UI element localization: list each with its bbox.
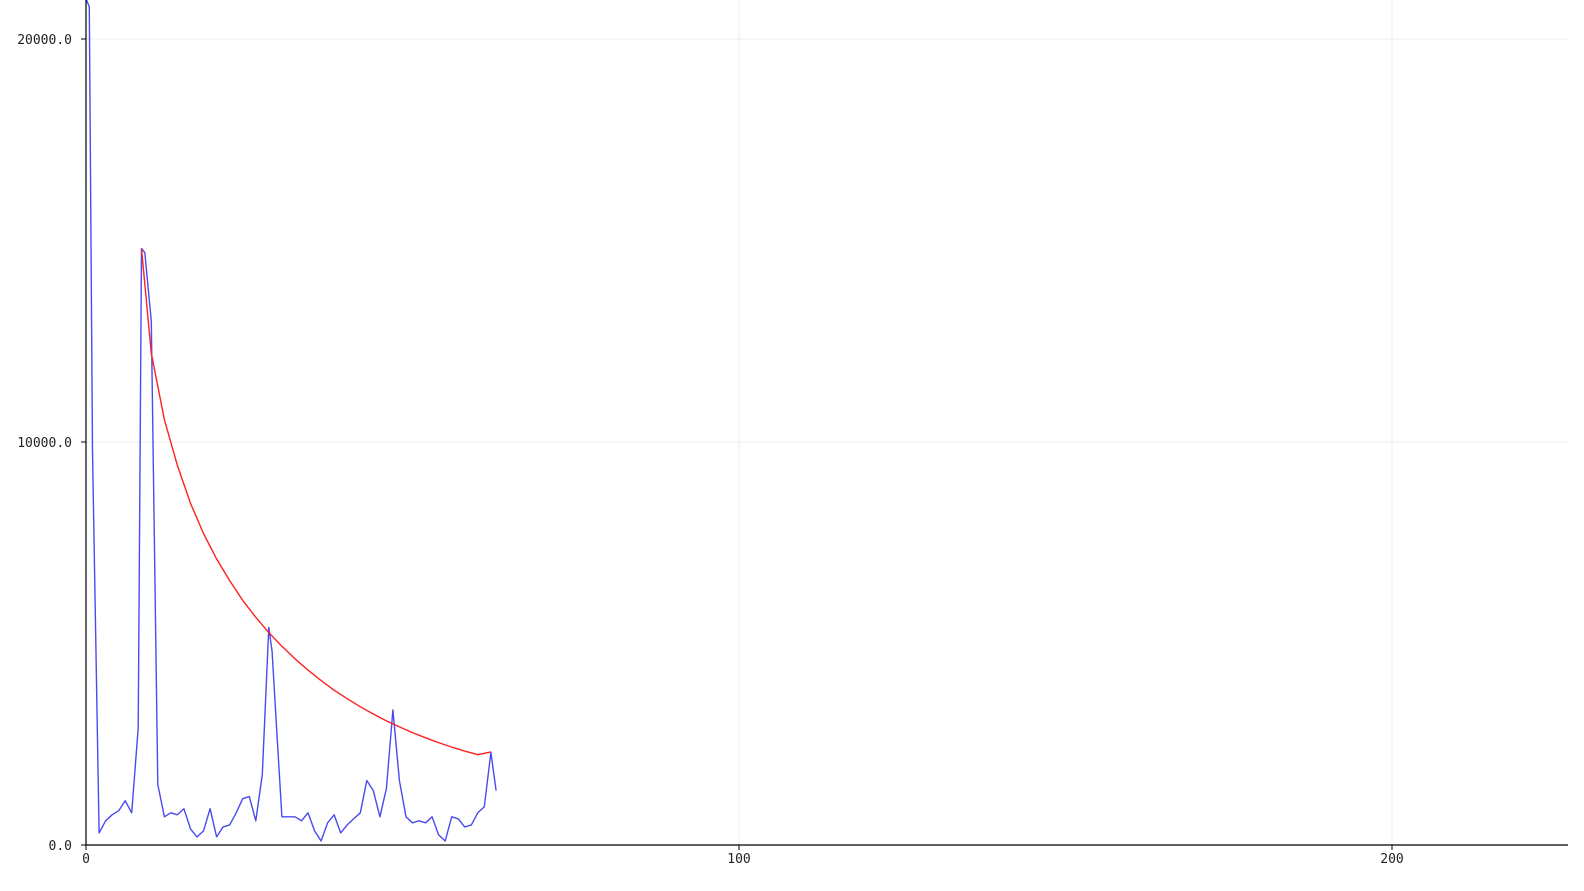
x-tick-label-2: 200 [1380, 852, 1403, 867]
series-line-1 [140, 248, 492, 756]
series-layer [85, 0, 497, 842]
series-line-0 [85, 0, 497, 842]
y-tick-label-1: 10000.0 [17, 436, 72, 451]
y-tick-label-0: 0.0 [49, 839, 72, 854]
y-tick-label-2: 20000.0 [17, 33, 72, 48]
x-tick-label-0: 0 [82, 852, 90, 867]
axes [81, 0, 1568, 850]
tick-labels: 0 100 200 0.0 10000.0 20000.0 [17, 33, 1404, 867]
x-tick-label-1: 100 [727, 852, 750, 867]
grid-lines [86, 0, 1568, 845]
